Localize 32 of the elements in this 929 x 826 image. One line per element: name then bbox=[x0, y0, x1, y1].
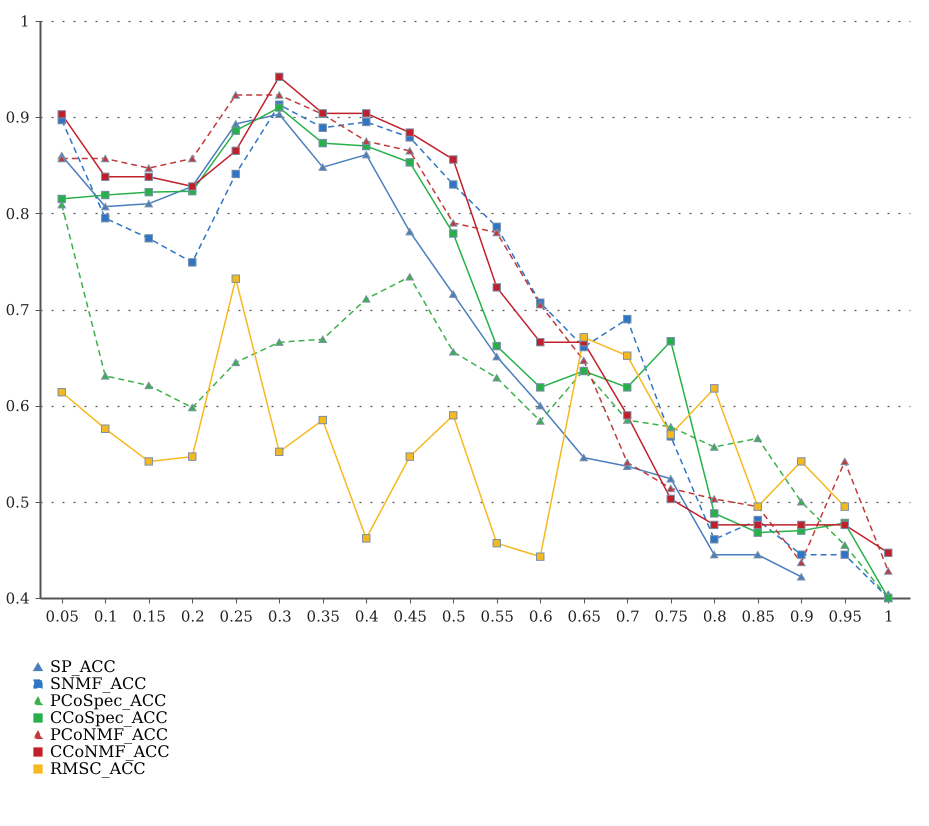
legend-label: CCoNMF_ACC bbox=[50, 742, 170, 761]
x-tick-label: 0.25 bbox=[220, 608, 253, 626]
x-tick-label: 0.6 bbox=[528, 608, 553, 626]
x-tick-label: 0.7 bbox=[616, 608, 640, 626]
x-tick-label: 0.3 bbox=[268, 608, 292, 626]
x-tick-label: 0.15 bbox=[132, 608, 166, 626]
x-tick-label: 0.4 bbox=[354, 608, 379, 626]
x-tick-label: 0.75 bbox=[654, 608, 688, 626]
x-tick-label: 0.8 bbox=[702, 608, 727, 626]
y-tick-label: 0.8 bbox=[6, 204, 30, 223]
legend-label: PCoSpec_ACC bbox=[50, 691, 166, 710]
legend-label: SNMF_ACC bbox=[50, 674, 146, 693]
legend-label: RMSC_ACC bbox=[50, 759, 146, 778]
x-tick-label: 0.9 bbox=[790, 608, 814, 626]
x-tick-label: 0.5 bbox=[442, 608, 466, 626]
x-tick-label: 0.05 bbox=[46, 608, 79, 626]
y-tick-label: 0.7 bbox=[6, 301, 30, 319]
x-tick-label: 0.85 bbox=[742, 608, 775, 626]
x-tick-label: 0.45 bbox=[394, 608, 427, 626]
x-tick-label: 0.55 bbox=[480, 608, 514, 626]
y-tick-label: 0.5 bbox=[6, 493, 30, 512]
x-tick-label: 0.1 bbox=[94, 608, 118, 626]
x-tick-label: 0.65 bbox=[568, 608, 601, 626]
y-tick-label: 1 bbox=[20, 12, 30, 30]
y-tick-label: 0.9 bbox=[6, 108, 30, 127]
x-tick-label: 0.95 bbox=[828, 608, 862, 626]
x-tick-label: 1 bbox=[884, 608, 894, 626]
x-tick-label: 0.35 bbox=[306, 608, 340, 626]
legend-label: SP_ACC bbox=[50, 657, 116, 676]
y-tick-label: 0.6 bbox=[6, 397, 30, 416]
y-tick-label: 0.4 bbox=[6, 590, 30, 608]
x-tick-label: 0.2 bbox=[180, 608, 205, 626]
